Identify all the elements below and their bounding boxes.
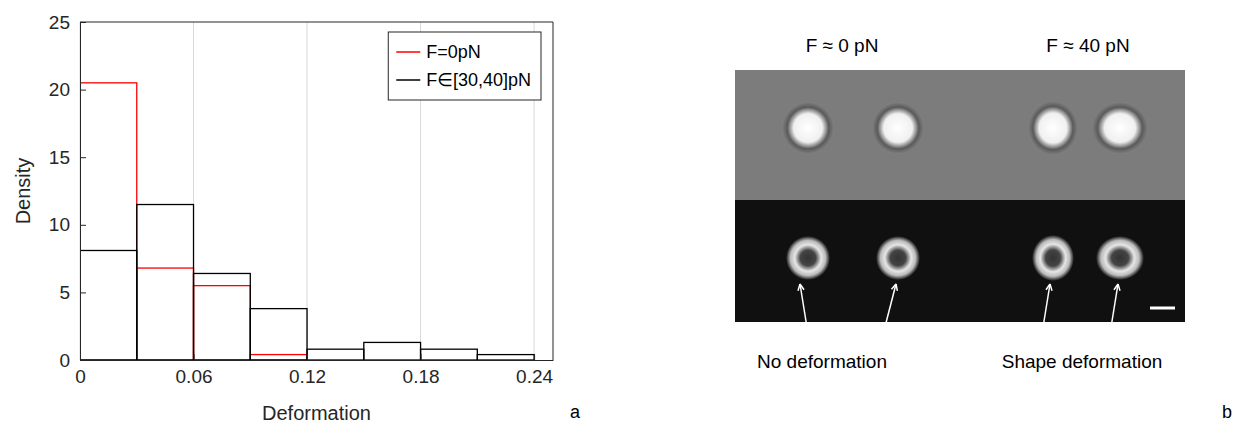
histogram-bar bbox=[194, 273, 251, 360]
histogram-bar bbox=[137, 205, 194, 360]
tick-mark bbox=[534, 354, 535, 360]
tick-label: 0 bbox=[59, 350, 70, 371]
tick-label: 0.06 bbox=[176, 366, 213, 387]
tick-label: 10 bbox=[49, 214, 70, 235]
x-axis-title: Deformation bbox=[262, 402, 371, 424]
particle-ring bbox=[876, 236, 920, 280]
legend-swatch bbox=[396, 79, 420, 81]
scale-bar bbox=[1150, 307, 1175, 310]
arrow bbox=[800, 284, 810, 346]
tick-label: 0 bbox=[75, 366, 86, 387]
tick: 0 bbox=[59, 350, 86, 371]
panel-label: b bbox=[1222, 402, 1232, 422]
series-bars bbox=[80, 205, 534, 360]
histogram-bar bbox=[194, 286, 251, 360]
legend: F=0pN F∈[30,40]pN bbox=[388, 32, 541, 100]
series-bars bbox=[80, 83, 307, 360]
image-annotation: Shape deformation bbox=[1002, 351, 1163, 372]
tick-label: 0.18 bbox=[403, 366, 440, 387]
tick-mark bbox=[80, 90, 86, 91]
arrow bbox=[1040, 284, 1050, 346]
particle-top bbox=[872, 102, 924, 154]
arrow-head bbox=[891, 284, 897, 291]
tick-label: 0.24 bbox=[516, 366, 553, 387]
tick-mark bbox=[80, 157, 86, 158]
grid bbox=[80, 22, 534, 360]
axis-line bbox=[80, 23, 81, 361]
particle-top bbox=[782, 102, 834, 154]
tick: 5 bbox=[59, 282, 86, 303]
tick: 15 bbox=[49, 147, 86, 168]
legend-box bbox=[388, 32, 541, 100]
tick-label: 5 bbox=[59, 282, 70, 303]
tick-mark bbox=[421, 354, 422, 360]
arrow bbox=[1108, 284, 1118, 346]
tick-label: 20 bbox=[49, 79, 70, 100]
grid-line-x bbox=[80, 22, 81, 360]
tick: 0.12 bbox=[289, 354, 326, 387]
particle-top bbox=[1092, 102, 1148, 154]
legend-label: F∈[30,40]pN bbox=[426, 70, 531, 90]
image-title: F ≈ 40 pN bbox=[1046, 35, 1129, 56]
image-top bbox=[735, 70, 1185, 200]
tick: 0.18 bbox=[403, 354, 440, 387]
histogram-bar bbox=[80, 250, 137, 360]
histogram-bar bbox=[421, 349, 478, 360]
tick-mark bbox=[307, 354, 308, 360]
axis-line bbox=[81, 360, 554, 361]
tick: 0.06 bbox=[176, 354, 213, 387]
tick-label: 15 bbox=[49, 147, 70, 168]
y-axis-title: Density bbox=[12, 158, 34, 225]
frame-top bbox=[80, 22, 553, 23]
tick: 20 bbox=[49, 79, 86, 100]
x-axis: 0 0.06 0.12 0.18 0.24 bbox=[75, 354, 553, 387]
histogram-bar bbox=[250, 355, 307, 360]
histogram-bar bbox=[307, 349, 364, 360]
bars bbox=[80, 83, 534, 360]
tick-mark bbox=[80, 225, 86, 226]
legend-label: F=0pN bbox=[426, 42, 481, 62]
tick-mark bbox=[80, 360, 86, 361]
particle-ring bbox=[786, 236, 830, 280]
image-annotation: No deformation bbox=[757, 351, 887, 372]
arrow-head bbox=[798, 284, 804, 291]
frame-right bbox=[553, 22, 554, 360]
arrow-head bbox=[1114, 284, 1120, 291]
panel-label: a bbox=[570, 402, 581, 422]
image-title: F ≈ 0 pN bbox=[806, 35, 879, 56]
tick-mark bbox=[80, 292, 86, 293]
particle-ring bbox=[1032, 235, 1074, 281]
y-axis: 0 5 10 15 20 25 bbox=[49, 12, 86, 371]
histogram-bar bbox=[477, 355, 534, 360]
arrow-head bbox=[1046, 284, 1052, 291]
figure: 0 0.06 0.12 0.18 0.24 0 5 10 15 20 25 Deformation De… bbox=[0, 0, 1241, 437]
legend-swatch bbox=[396, 51, 420, 53]
histogram-bar bbox=[250, 309, 307, 360]
tick-label: 25 bbox=[49, 12, 70, 33]
tick: 0.24 bbox=[516, 354, 553, 387]
arrow bbox=[880, 284, 896, 346]
histogram-bar bbox=[364, 342, 421, 360]
particle-top bbox=[1028, 101, 1078, 155]
tick-label: 0.12 bbox=[289, 366, 326, 387]
histogram-bar bbox=[137, 268, 194, 360]
tick-mark bbox=[194, 354, 195, 360]
tick: 10 bbox=[49, 214, 86, 235]
particle-ring bbox=[1096, 236, 1144, 280]
image-panel bbox=[735, 70, 1185, 322]
histogram-bar bbox=[80, 83, 137, 360]
